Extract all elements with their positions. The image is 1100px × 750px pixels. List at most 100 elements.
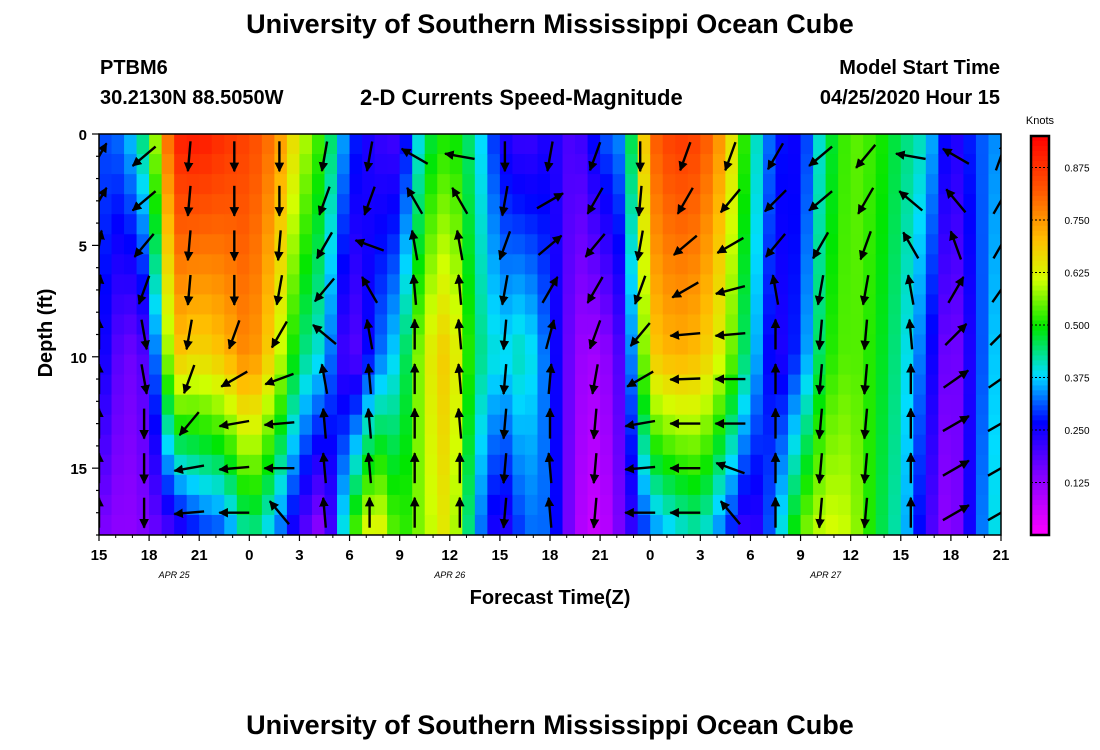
heatmap-cell <box>875 434 889 456</box>
heatmap-cell <box>261 234 275 255</box>
heatmap-cell <box>124 474 138 496</box>
heatmap-cell <box>211 434 225 456</box>
heatmap-cell <box>111 194 125 215</box>
heatmap-cell <box>662 274 676 295</box>
heatmap-cell <box>274 514 288 535</box>
heatmap-cell <box>675 454 689 476</box>
heatmap-cell <box>161 274 175 295</box>
heatmap-cell <box>437 494 451 516</box>
heatmap-cell <box>562 214 576 235</box>
heatmap-cell <box>825 214 839 235</box>
heatmap-cell <box>449 314 463 336</box>
heatmap-cell <box>136 274 150 295</box>
heatmap-cell <box>349 314 363 336</box>
heatmap-cell <box>299 474 313 496</box>
heatmap-cell <box>124 514 138 535</box>
heatmap-cell <box>437 194 451 215</box>
heatmap-cell <box>161 214 175 235</box>
heatmap-cell <box>149 474 163 496</box>
heatmap-cell <box>737 454 752 476</box>
heatmap-cell <box>311 414 326 436</box>
heatmap-cell <box>174 174 188 195</box>
heatmap-cell <box>925 154 939 175</box>
heatmap-cell <box>524 134 539 155</box>
heatmap-cell <box>462 234 476 255</box>
heatmap-cell <box>813 214 827 235</box>
heatmap-cell <box>675 514 689 535</box>
heatmap-cell <box>850 174 864 195</box>
current-arrow <box>626 370 654 388</box>
heatmap-cell <box>650 514 664 535</box>
heatmap-cell <box>249 294 263 316</box>
current-arrow <box>588 319 602 350</box>
heatmap-cell <box>537 174 551 195</box>
colorbar-segment <box>1031 250 1049 257</box>
heatmap-cell <box>199 314 213 336</box>
heatmap-cell <box>562 154 576 175</box>
heatmap-cell <box>512 294 526 316</box>
current-arrow <box>678 141 692 172</box>
heatmap-cell <box>625 154 639 175</box>
heatmap-cell <box>462 494 476 516</box>
heatmap-cell <box>712 434 726 456</box>
colorbar-segment <box>1031 425 1049 431</box>
heatmap-cell <box>161 474 175 496</box>
heatmap-cell <box>888 514 902 535</box>
current-arrow <box>183 230 194 262</box>
heatmap-cell <box>562 474 576 496</box>
heatmap-cell <box>750 454 764 476</box>
heatmap-cell <box>712 374 726 396</box>
heatmap-cell <box>199 194 213 215</box>
heatmap-cell <box>963 394 977 416</box>
heatmap-cell <box>775 434 789 456</box>
heatmap-cell <box>913 294 927 316</box>
heatmap-cell <box>587 254 601 275</box>
heatmap-cell <box>913 214 927 235</box>
heatmap-cell <box>311 474 326 496</box>
heatmap-cell <box>199 334 213 356</box>
colorbar-segment <box>1031 175 1049 182</box>
heatmap-cell <box>988 494 1001 516</box>
heatmap-cell <box>324 274 338 295</box>
heatmap-cell <box>324 494 338 516</box>
heatmap-cell <box>813 314 827 336</box>
heatmap-cell <box>199 174 213 195</box>
heatmap-cell <box>324 314 338 336</box>
heatmap-cell <box>737 174 752 195</box>
x-tick-label: 15 <box>892 547 909 564</box>
heatmap-cell <box>788 294 802 316</box>
heatmap-cell <box>938 514 952 535</box>
heatmap-cell <box>487 394 501 416</box>
heatmap-cell <box>324 374 338 396</box>
heatmap-cell <box>888 234 902 255</box>
current-arrow <box>137 275 151 305</box>
heatmap-cell <box>700 494 714 516</box>
heatmap-cell <box>412 174 426 195</box>
heatmap-cell <box>612 194 626 215</box>
heatmap-cell <box>311 134 326 155</box>
heatmap-cell <box>750 274 764 295</box>
heatmap-cell <box>712 394 726 416</box>
heatmap-cell <box>963 514 977 535</box>
heatmap-cell <box>838 514 852 535</box>
heatmap-cell <box>474 194 488 215</box>
heatmap-cell <box>825 174 839 195</box>
heatmap-cell <box>337 254 351 275</box>
heatmap-cell <box>487 434 501 456</box>
heatmap-cell <box>863 254 877 275</box>
heatmap-cell <box>324 454 338 476</box>
heatmap-cell <box>875 394 889 416</box>
current-arrow <box>220 370 248 388</box>
heatmap-cell <box>988 254 1001 275</box>
heatmap-cell <box>149 494 163 516</box>
heatmap-cell <box>788 314 802 336</box>
heatmap-cell <box>437 394 451 416</box>
heatmap-cell <box>299 194 313 215</box>
heatmap-cell <box>913 454 927 476</box>
heatmap-cell <box>249 354 263 376</box>
heatmap-cell <box>324 354 338 376</box>
heatmap-cell <box>850 294 864 316</box>
colorbar-segment <box>1031 320 1049 327</box>
current-arrow <box>949 230 963 260</box>
